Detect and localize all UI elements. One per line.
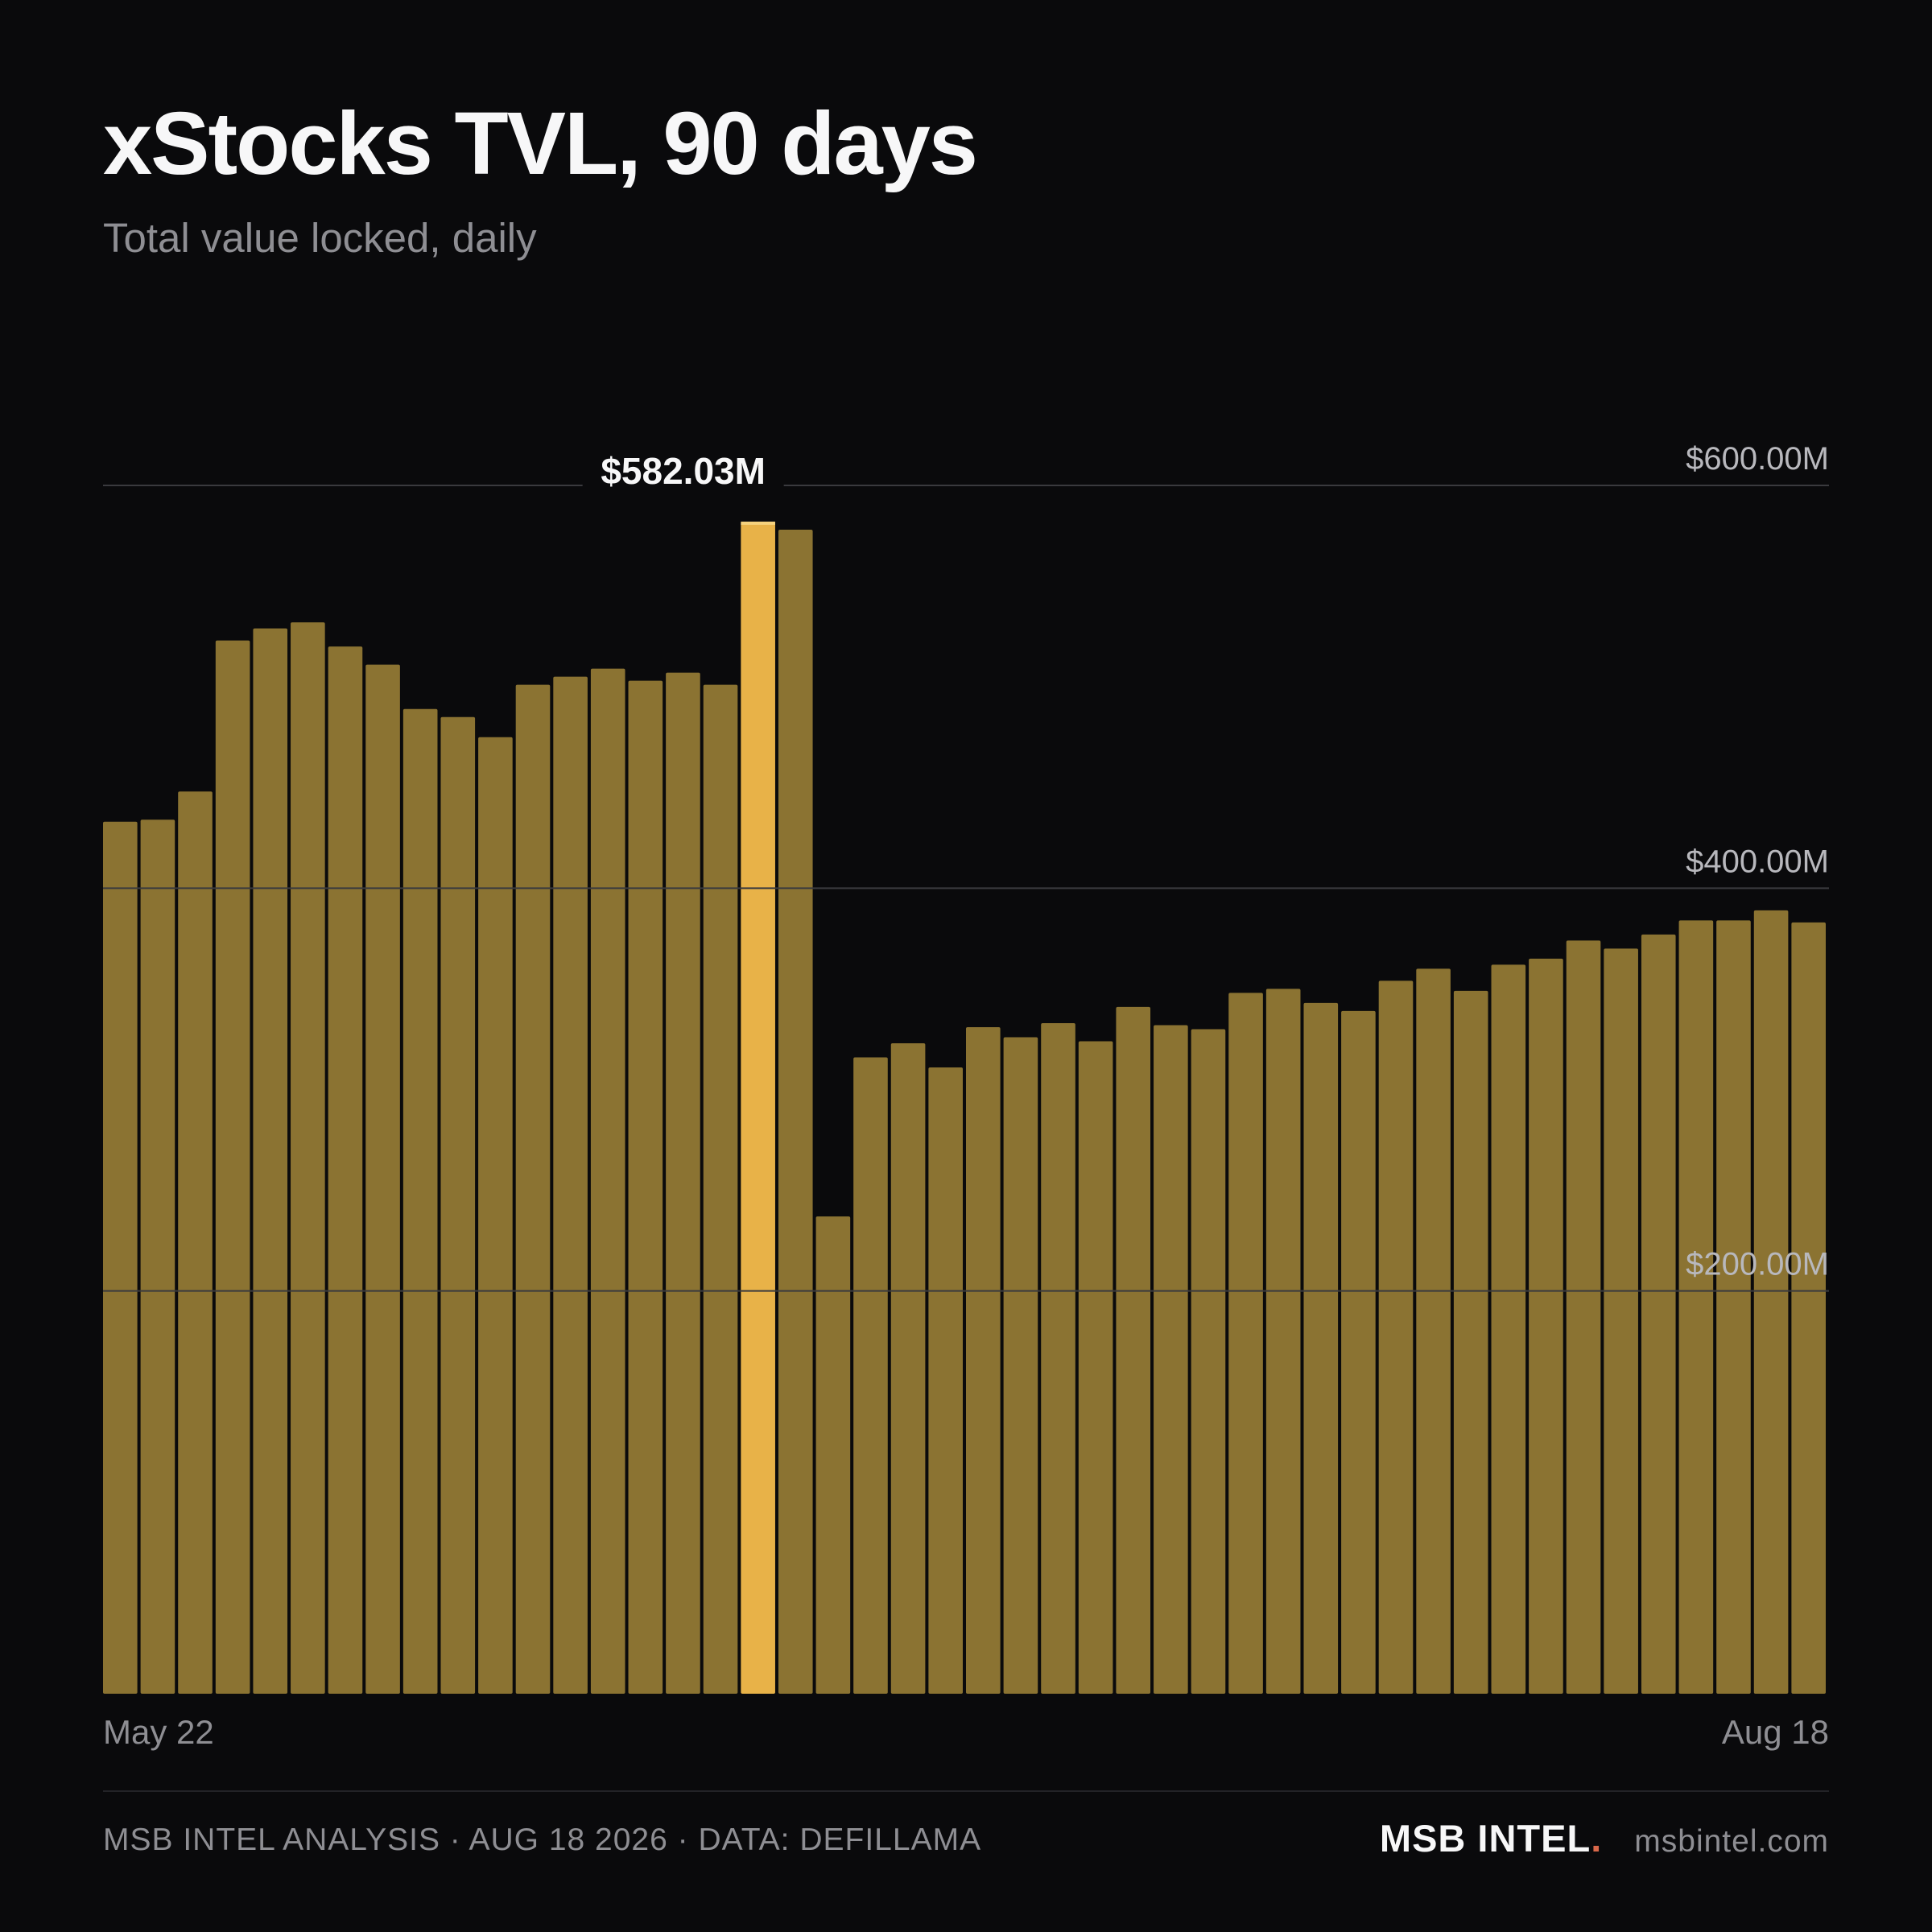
- bar: [1265, 989, 1301, 1694]
- bar: [1003, 1037, 1038, 1694]
- x-tick-label-end: Aug 18: [1721, 1713, 1829, 1751]
- bar: [890, 1042, 926, 1694]
- footer-divider: [103, 1790, 1829, 1792]
- bar: [1716, 920, 1751, 1694]
- highlight-value-label: $582.03M: [601, 450, 766, 492]
- bar-highlight-cap: [741, 521, 775, 525]
- bar: [328, 646, 363, 1694]
- brand-logo: MSB INTEL.: [1380, 1816, 1602, 1860]
- bar: [778, 530, 813, 1694]
- brand-name: MSB INTEL: [1379, 1817, 1591, 1860]
- highlight-label-backdrop: [582, 445, 784, 497]
- bar: [1604, 948, 1638, 1694]
- bar: [966, 1026, 1001, 1694]
- bar: [515, 684, 551, 1695]
- bar: [1491, 964, 1526, 1694]
- bar-highlight: [741, 521, 775, 1695]
- bar: [1753, 910, 1789, 1694]
- bar: [1191, 1029, 1226, 1694]
- bar: [1116, 1006, 1151, 1694]
- chart-title: xStocks TVL, 90 days: [103, 94, 978, 193]
- bar: [666, 672, 700, 1694]
- bar: [1041, 1022, 1075, 1694]
- bar: [402, 708, 438, 1695]
- footer-brand-block: MSB INTEL. msbintel.com: [1380, 1816, 1829, 1860]
- bar: [103, 821, 138, 1694]
- bar: [178, 791, 213, 1694]
- bar: [703, 684, 738, 1695]
- bar: [928, 1067, 963, 1694]
- y-tick-label: $200.00M: [1686, 1247, 1829, 1282]
- bar: [815, 1216, 851, 1694]
- footer-source: MSB INTEL ANALYSIS · AUG 18 2026 · DATA:…: [103, 1823, 982, 1857]
- y-tick-label: $400.00M: [1686, 844, 1829, 879]
- bar: [853, 1057, 888, 1694]
- bar: [1228, 993, 1263, 1694]
- bar: [291, 622, 325, 1694]
- y-tick-label: $600.00M: [1686, 441, 1829, 477]
- bar: [1529, 958, 1563, 1694]
- bar-chart: $200.00M $400.00M $600.00M $582.03M: [103, 441, 1829, 1695]
- bar: [478, 737, 513, 1695]
- bar: [553, 676, 588, 1695]
- bar: [1154, 1025, 1188, 1694]
- bar: [215, 640, 250, 1694]
- bar: [440, 716, 476, 1695]
- bar: [1416, 968, 1451, 1694]
- bar: [1341, 1010, 1376, 1694]
- bar: [1791, 922, 1826, 1694]
- bar: [1678, 920, 1714, 1694]
- x-tick-label-start: May 22: [103, 1713, 214, 1751]
- bar: [1453, 990, 1488, 1694]
- bar: [1078, 1041, 1113, 1694]
- bar: [140, 819, 175, 1694]
- bar: [1378, 980, 1414, 1694]
- bar: [1641, 934, 1676, 1694]
- bar: [253, 628, 288, 1694]
- bar: [590, 668, 625, 1694]
- chart-subtitle: Total value locked, daily: [103, 215, 537, 261]
- brand-dot: .: [1591, 1817, 1603, 1860]
- bar: [365, 664, 400, 1694]
- bar: [628, 680, 663, 1695]
- bar: [1566, 940, 1601, 1694]
- bar: [1303, 1002, 1339, 1694]
- site-url[interactable]: msbintel.com: [1634, 1824, 1829, 1859]
